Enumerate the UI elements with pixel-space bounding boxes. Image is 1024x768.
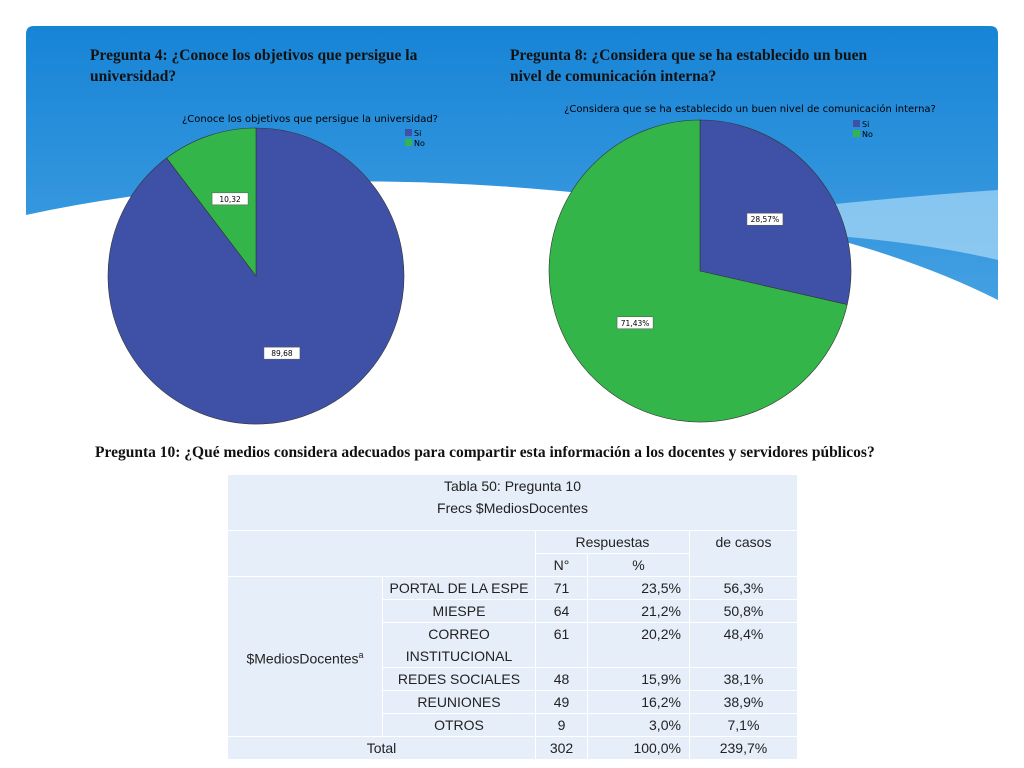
table-subtitle: Frecs $MediosDocentes	[437, 500, 588, 516]
header-cell: de casos	[688, 530, 799, 577]
legend-label: Si	[414, 129, 421, 138]
data-cell: 3,0%	[587, 713, 690, 737]
total-cell: 100,0%	[587, 736, 690, 760]
legend-swatch	[405, 139, 412, 146]
row-label: REUNIONES	[382, 690, 536, 714]
data-cell: 20,2%	[587, 622, 690, 668]
data-label: 89,68	[271, 349, 293, 358]
label-box	[616, 316, 654, 330]
legend-label: No	[862, 130, 873, 139]
total-cell: 239,7%	[688, 736, 799, 760]
data-cell: 48,4%	[688, 622, 799, 668]
table-title: Tabla 50: Pregunta 10	[444, 478, 581, 494]
data-cell: 15,9%	[587, 667, 690, 691]
empty-cell	[227, 530, 536, 577]
data-cell: 49	[534, 690, 589, 714]
table-row: CORREO INSTITUCIONAL 61 20,2% 48,4%	[228, 622, 799, 668]
data-label: 28,57%	[751, 215, 780, 224]
row-label: REDES SOCIALES	[382, 667, 536, 691]
label-box	[211, 192, 249, 206]
data-cell: 56,3%	[688, 576, 799, 600]
table-row: MIESPE 64 21,2% 50,8%	[228, 599, 799, 623]
charts: 89,68 Si 10,32 No ¿Conoce los objetivos que …	[107, 103, 936, 425]
data-cell: 48	[534, 667, 589, 691]
data-cell: 64	[534, 599, 589, 623]
legend-swatch	[853, 130, 860, 137]
row-label: OTROS	[382, 713, 536, 737]
table-row: $MediosDocentesa PORTAL DE LA ESPE 71 23,5%…	[227, 576, 799, 737]
chart-title: ¿Conoce los objetivos que persigue la un…	[182, 114, 438, 125]
table-row: REDES SOCIALES 48 15,9% 38,1%	[228, 667, 799, 691]
header-cell: %	[587, 553, 690, 577]
group-label: $MediosDocentesa	[227, 576, 383, 737]
legend-swatch	[853, 120, 860, 127]
question-heading: Pregunta 10: ¿Qué medios considera adecu…	[95, 444, 875, 461]
row-label: PORTAL DE LA ESPE	[382, 576, 536, 600]
data-cell: 9	[534, 713, 589, 737]
total-label: Total	[227, 736, 536, 760]
label-box	[263, 346, 301, 360]
question-heading: Pregunta 4: ¿Conoce los objetivos que pe…	[90, 47, 418, 85]
data-cell: 23,5%	[587, 576, 690, 600]
legend-swatch	[405, 129, 412, 136]
table-row: REUNIONES 49 16,2% 38,9%	[228, 690, 799, 714]
pie-slice	[699, 119, 852, 305]
label-box	[746, 212, 784, 226]
pie-slice	[166, 127, 257, 277]
footnote-mark: a	[358, 649, 364, 660]
data-cell: 7,1%	[688, 713, 799, 737]
data-label: 71,43%	[621, 319, 650, 328]
frequency-table: Tabla 50: Pregunta 10 Frecs $MediosDocent…	[227, 474, 799, 760]
table-row: Total 302 100,0% 239,7%	[227, 736, 799, 760]
data-cell: 16,2%	[587, 690, 690, 714]
table-body: Tabla 50: Pregunta 10 Frecs $MediosDocent…	[227, 474, 799, 760]
legend-label: No	[414, 139, 425, 148]
pie-slice	[548, 119, 848, 423]
data-label: 10,32	[219, 195, 241, 204]
header-cell: Respuestas	[535, 530, 690, 554]
group-name: $MediosDocentes	[246, 650, 359, 667]
data-cell: 38,9%	[688, 690, 799, 714]
data-cell: 50,8%	[688, 599, 799, 623]
data-cell: 38,1%	[688, 667, 799, 691]
header-cell: N°	[534, 553, 589, 577]
legend-label: Si	[862, 120, 869, 129]
row-label: MIESPE	[382, 599, 536, 623]
data-cell: 71	[534, 576, 589, 600]
table-caption: Tabla 50: Pregunta 10 Frecs $MediosDocent…	[227, 474, 798, 531]
question-heading: Pregunta 8: ¿Considera que se ha estable…	[510, 47, 868, 85]
total-cell: 302	[534, 736, 589, 760]
chart-title: ¿Considera que se ha establecido un buen…	[564, 103, 936, 115]
data-cell: 21,2%	[587, 599, 690, 623]
data-cell: 61	[534, 622, 589, 668]
row-label: CORREO INSTITUCIONAL	[382, 622, 536, 668]
table-row: OTROS 9 3,0% 7,1%	[228, 713, 799, 737]
